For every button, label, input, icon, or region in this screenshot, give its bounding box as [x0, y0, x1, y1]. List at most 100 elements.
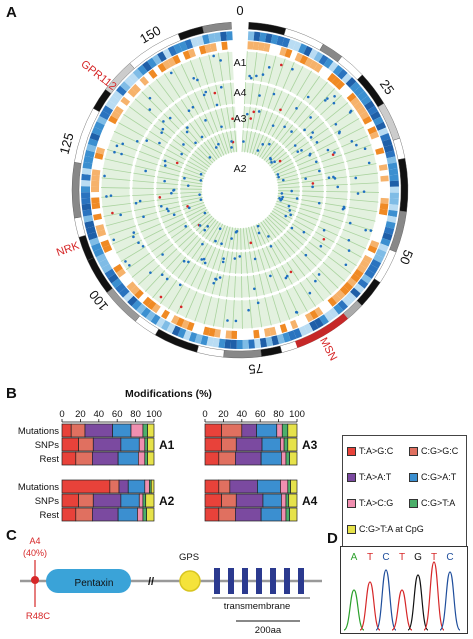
legend-label: C:G>G:C	[421, 446, 459, 456]
bar-segment	[61, 423, 72, 438]
bar-segment	[92, 507, 119, 522]
bar-segment	[61, 493, 79, 508]
base-call: C	[446, 552, 453, 563]
bar-segment	[138, 451, 146, 466]
row-label: SNPs	[35, 496, 60, 507]
gene-label-NRK: NRK	[55, 240, 82, 259]
legend-swatch	[409, 446, 418, 456]
bar-segment	[144, 451, 148, 466]
trace-peak	[439, 571, 461, 631]
bar-segment	[281, 451, 287, 466]
bar-segment	[235, 437, 263, 452]
mutation-legend: T:A>G:C C:G>G:C T:A>A:T C:G>A:T T:A>C:G C:G>T…	[342, 435, 467, 555]
legend-item: T:A>A:T	[347, 472, 391, 482]
trace-peak	[359, 581, 381, 631]
bar-segment	[289, 451, 298, 466]
gene-label-MSN: MSN	[317, 336, 339, 363]
group-label-A4: A4	[302, 494, 318, 508]
bar-segment	[235, 493, 264, 508]
gene-label-GPR112: GPR112	[78, 58, 118, 93]
bar-segment	[221, 423, 243, 438]
bar-segment	[78, 437, 94, 452]
group-label-A1: A1	[159, 438, 175, 452]
legend-item: T:A>C:G	[347, 498, 393, 508]
bar-segment	[118, 479, 129, 494]
bar-segment	[147, 451, 155, 466]
bar-segment	[287, 479, 291, 494]
trace-peak	[375, 569, 397, 631]
bar-segment	[78, 493, 94, 508]
ring-label-A4: A4	[234, 87, 247, 99]
bar-segment	[120, 437, 140, 452]
bar-segment	[287, 423, 298, 438]
ring-label-A3: A3	[234, 113, 247, 125]
trace-peak	[343, 589, 365, 631]
panel-letter-b: B	[6, 385, 17, 402]
bar-segment	[204, 437, 222, 452]
bar-segment	[285, 451, 290, 466]
legend-label: T:A>C:G	[359, 498, 394, 508]
tm-segment	[298, 568, 304, 594]
bar-segment	[204, 451, 220, 466]
break-mark: //	[148, 576, 154, 588]
bar-segment	[221, 493, 237, 508]
tm-segment	[242, 568, 248, 594]
bar-segment	[120, 493, 140, 508]
position-tick: 0	[236, 3, 243, 18]
bar-segment	[146, 507, 155, 522]
bar-segment	[70, 423, 86, 438]
bar-segment	[92, 437, 122, 452]
bar-segment	[280, 437, 285, 452]
trace-peak	[407, 574, 429, 631]
bar-segment	[289, 507, 298, 522]
row-label: Mutations	[18, 482, 59, 493]
bar-segment	[138, 437, 146, 452]
bar-segment	[142, 493, 147, 508]
legend-item: C:G>T:A	[409, 498, 455, 508]
circos-dots	[103, 54, 373, 323]
legend-swatch	[347, 524, 356, 534]
bar-segment	[84, 423, 113, 438]
legend-label: T:A>G:C	[359, 446, 394, 456]
bar-segment	[241, 423, 257, 438]
tm-label: transmembrane	[224, 601, 291, 612]
legend-label: C:G>A:T	[421, 472, 457, 482]
bar-segment	[204, 423, 222, 438]
bar-segment	[147, 423, 155, 438]
trace-peak	[391, 589, 413, 631]
panel-b-title: Modifications (%)	[125, 388, 212, 400]
bar-segment	[145, 493, 155, 508]
bar-segment	[281, 507, 287, 522]
bar-segment	[92, 451, 119, 466]
bar-segment	[221, 437, 237, 452]
axis-tick: 40	[94, 409, 105, 420]
bar-segment	[262, 493, 282, 508]
bar-segment	[109, 479, 120, 494]
bar-segment	[285, 507, 290, 522]
bar-segment	[75, 507, 93, 522]
bar-segment	[75, 451, 93, 466]
legend-label: C:G>T:A	[421, 498, 456, 508]
variant-pct: (40%)	[23, 548, 47, 558]
bar-segment	[142, 507, 147, 522]
bar-segment	[144, 479, 150, 494]
bar-segment	[281, 423, 289, 438]
bar-segment	[218, 479, 231, 494]
axis-tick: 40	[237, 409, 248, 420]
row-label: Rest	[39, 454, 59, 465]
bar-segment	[276, 423, 283, 438]
legend-label: T:A>A:T	[359, 472, 392, 482]
bar-segment	[288, 493, 298, 508]
tm-segment	[256, 568, 262, 594]
position-tick: 125	[57, 131, 77, 156]
legend-swatch	[409, 472, 418, 482]
bar-segment	[130, 423, 144, 438]
bar-segment	[117, 507, 138, 522]
panel-letter-d: D	[327, 530, 338, 547]
bar-segment	[117, 451, 139, 466]
base-call: T	[367, 552, 373, 563]
scale-bar-label: 200aa	[255, 625, 282, 636]
bar-segment	[138, 493, 144, 508]
